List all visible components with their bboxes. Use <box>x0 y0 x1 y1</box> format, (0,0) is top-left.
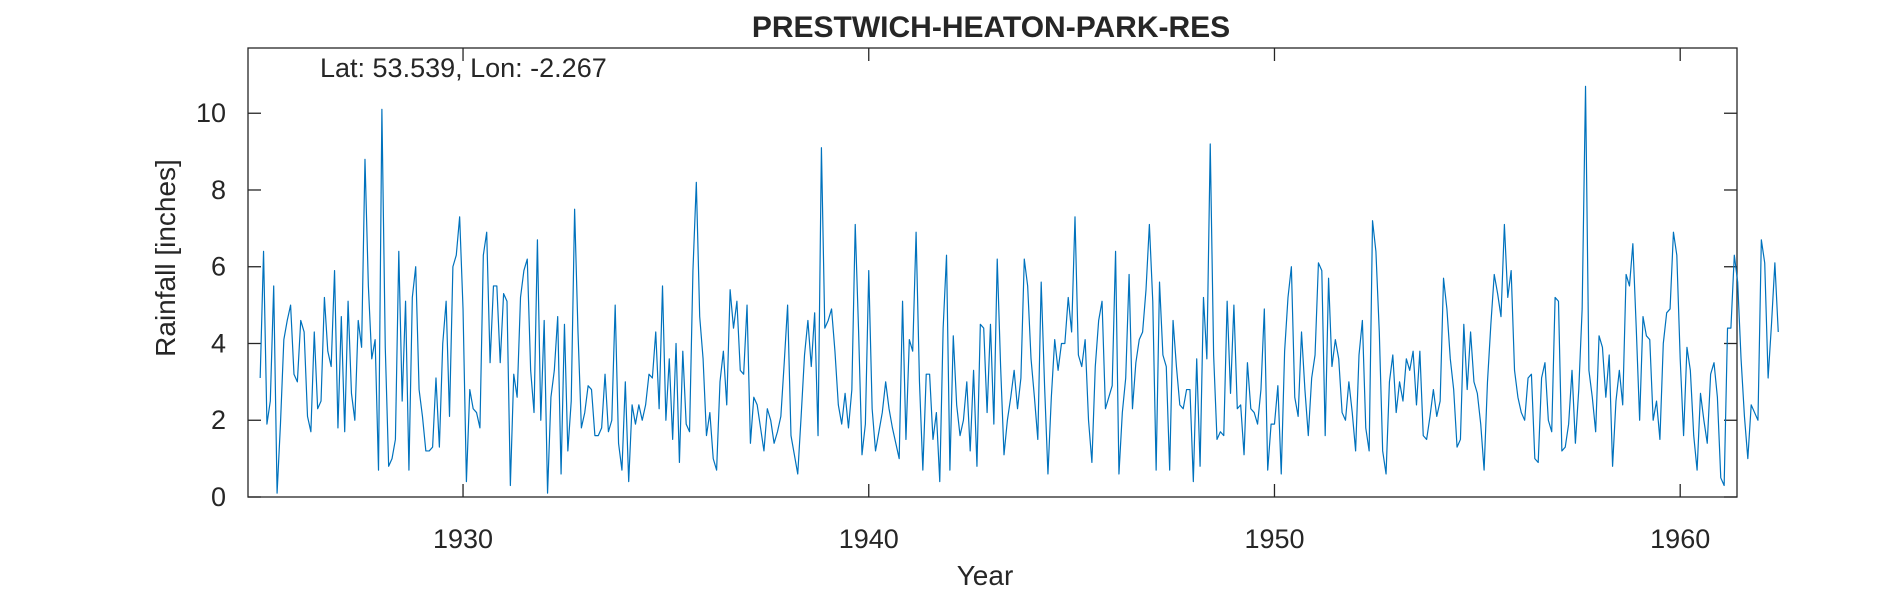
x-tick-label: 1960 <box>1650 524 1710 554</box>
y-tick-label: 2 <box>211 405 226 435</box>
y-tick-label: 8 <box>211 175 226 205</box>
x-tick-label: 1950 <box>1244 524 1304 554</box>
x-tick-label: 1940 <box>839 524 899 554</box>
rainfall-series-line <box>259 85 1779 494</box>
y-axis-label: Rainfall [inches] <box>150 159 181 357</box>
y-tick-label: 4 <box>211 328 226 358</box>
location-annotation: Lat: 53.539, Lon: -2.267 <box>320 53 607 83</box>
chart-title: PRESTWICH-HEATON-PARK-RES <box>752 11 1230 44</box>
y-tick-label: 6 <box>211 252 226 282</box>
y-tick-label: 0 <box>211 482 226 512</box>
y-tick-label: 10 <box>196 98 226 128</box>
x-tick-label: 1930 <box>433 524 493 554</box>
x-axis: 1930 1940 1950 1960 <box>433 48 1710 554</box>
y-axis: 0 2 4 6 8 10 <box>196 98 1737 512</box>
x-axis-label: Year <box>957 560 1014 591</box>
